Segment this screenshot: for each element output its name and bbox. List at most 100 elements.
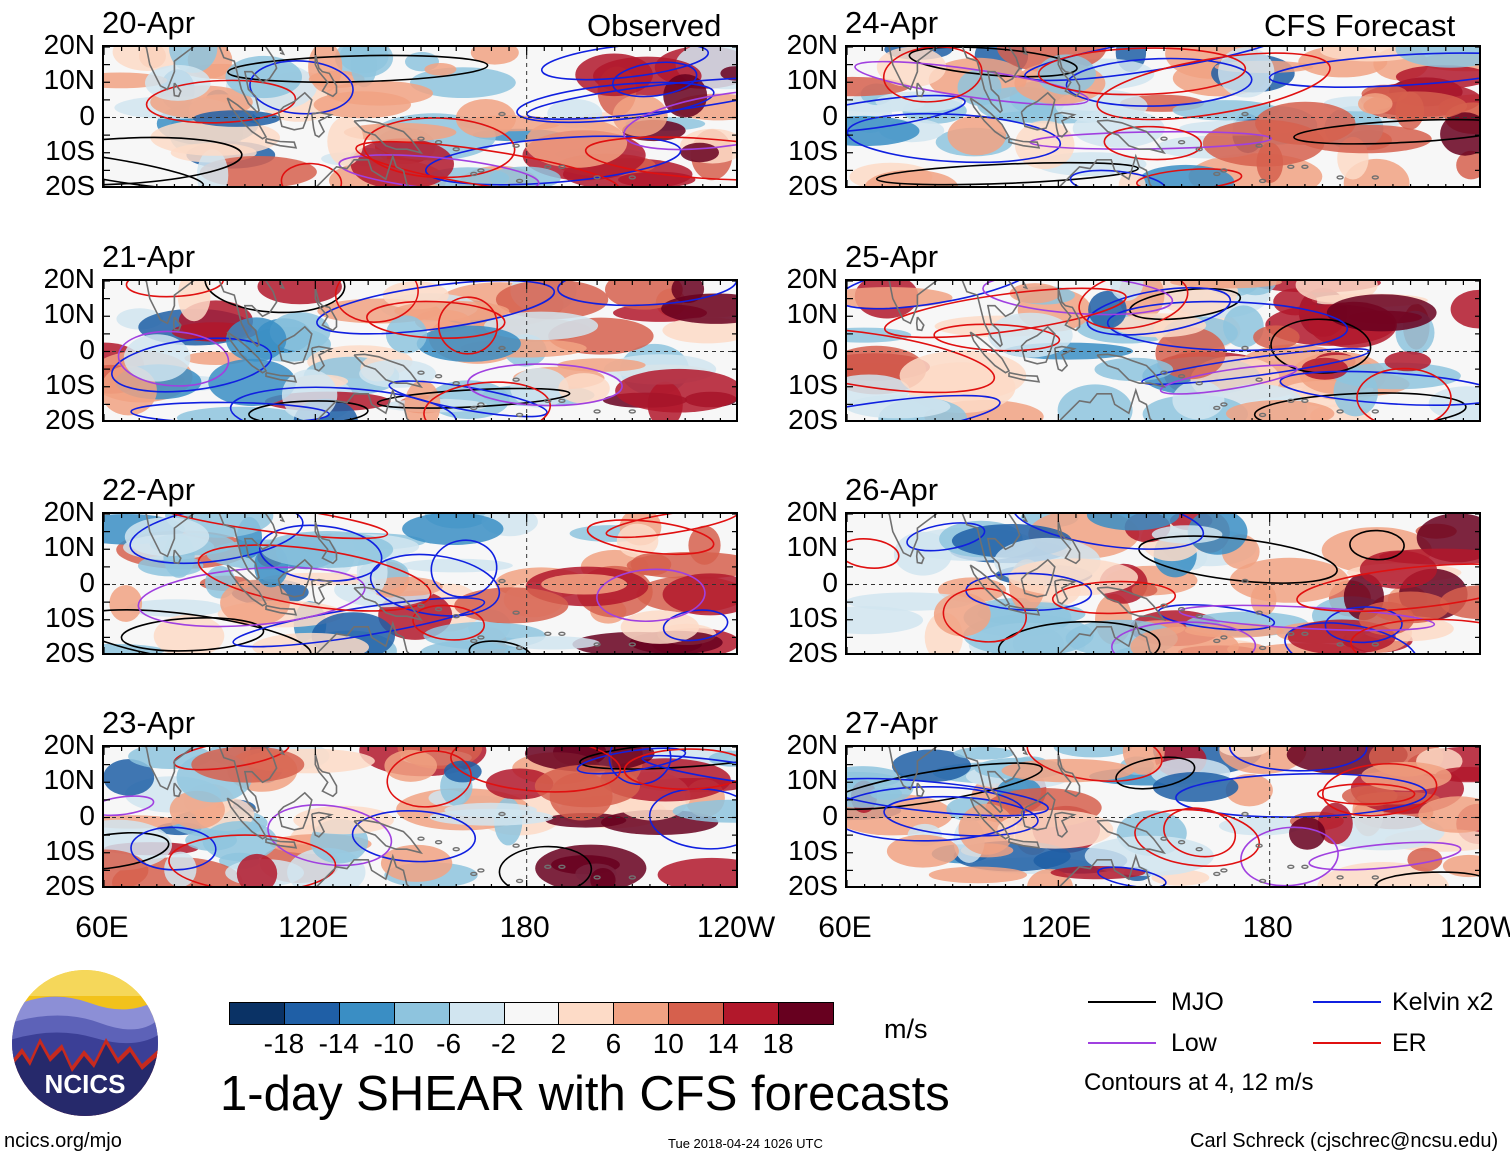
island (470, 171, 478, 177)
panel-date: 26-Apr (845, 472, 939, 507)
colorbar-tick: -6 (436, 1028, 462, 1059)
mjo-contour (875, 161, 1139, 186)
shear-blob (1395, 47, 1479, 68)
kelvin-contour (557, 281, 736, 307)
shear-blob (153, 614, 225, 653)
lat-label: 10N (786, 64, 838, 96)
shear-blob (1109, 281, 1144, 301)
legend-er: ER (1392, 1029, 1427, 1057)
low-contour (596, 568, 706, 623)
ncics-logo: NCICS (12, 970, 158, 1116)
colorbar-cell (613, 1002, 670, 1025)
island (515, 878, 524, 884)
kelvin-contour (232, 597, 486, 648)
coastline (277, 325, 313, 365)
island (1287, 631, 1295, 637)
coastline (887, 514, 938, 558)
island (1220, 402, 1228, 407)
map-panel-27-apr (845, 745, 1481, 888)
coastline (314, 753, 338, 798)
er-contour (1096, 52, 1331, 121)
kelvin-contour (662, 609, 729, 642)
shear-blob (899, 350, 1027, 401)
kelvin-contour (847, 281, 1036, 310)
island (1371, 409, 1379, 414)
shear-blob (150, 119, 280, 156)
lat-label: 20S (45, 637, 95, 668)
shear-blob (385, 315, 428, 354)
legend-low: Low (1171, 1029, 1217, 1057)
map-panel-24-apr (845, 45, 1481, 188)
legend-mjo: MJO (1171, 988, 1224, 1016)
shear-blob (1225, 774, 1273, 807)
kelvin-contour (1097, 866, 1167, 886)
kelvin-contour (540, 47, 710, 81)
coastline (311, 345, 334, 372)
er-contour (942, 587, 1027, 643)
shear-blob (343, 123, 457, 142)
er-contour (152, 514, 389, 540)
mjo-contour (1115, 756, 1196, 790)
shear-blob (1219, 747, 1269, 757)
island (515, 645, 524, 651)
coastline (311, 811, 334, 838)
shear-blob (891, 749, 972, 783)
coastline (314, 520, 338, 565)
lat-label: 10N (43, 764, 95, 796)
shear-field (104, 747, 736, 886)
kelvin-contour (847, 112, 1062, 164)
mjo-contour (468, 640, 533, 653)
shear-field (847, 47, 1479, 186)
coastline (1059, 620, 1153, 653)
shear-blob (123, 334, 191, 382)
island (512, 143, 520, 148)
lat-label: 10S (45, 834, 95, 866)
island (1255, 610, 1263, 615)
lat-label: 10N (786, 531, 838, 563)
coastline (144, 514, 195, 558)
island (417, 836, 425, 841)
coastline (279, 281, 286, 290)
kelvin-contour (229, 386, 457, 420)
colorbar-cell (723, 1002, 780, 1025)
island (512, 610, 520, 615)
island (434, 839, 443, 845)
low-contour (854, 60, 1090, 106)
coastline (316, 387, 410, 420)
shear-blob (104, 759, 155, 796)
shear-blob (208, 358, 296, 406)
legend-line-kelvin (1313, 1001, 1381, 1003)
coastline (316, 853, 410, 886)
shear-blob (558, 373, 610, 404)
mjo-contour (1375, 871, 1479, 886)
map-panel-21-apr (102, 279, 738, 422)
shear-blob (928, 866, 1027, 884)
mjo-contour (104, 136, 243, 186)
mjo-contour (1349, 529, 1405, 561)
shear-blob (177, 281, 211, 322)
panel-date: 21-Apr (102, 239, 196, 274)
shear-blob (847, 606, 924, 635)
shear-blob (470, 47, 519, 65)
footer-url[interactable]: ncics.org/mjo (4, 1130, 122, 1152)
kelvin-contour (130, 401, 330, 420)
shear-blob (112, 47, 183, 71)
low-contour (466, 363, 623, 407)
island (1195, 846, 1203, 852)
island (1301, 164, 1309, 170)
coastline (1054, 111, 1077, 138)
shear-blob (605, 281, 683, 310)
coastline (316, 153, 410, 186)
coastline (915, 82, 925, 98)
shear-blob (1356, 791, 1440, 805)
lat-label: 10S (788, 368, 838, 400)
shear-blob (1008, 558, 1138, 596)
shear-blob (612, 94, 668, 137)
coastline (1022, 47, 1029, 56)
colorbar-tick: 6 (605, 1028, 622, 1059)
coastline (969, 797, 1011, 840)
island (1177, 839, 1186, 845)
shear-blob (1250, 583, 1277, 616)
shear-blob (1384, 351, 1432, 372)
er-contour (623, 748, 736, 790)
